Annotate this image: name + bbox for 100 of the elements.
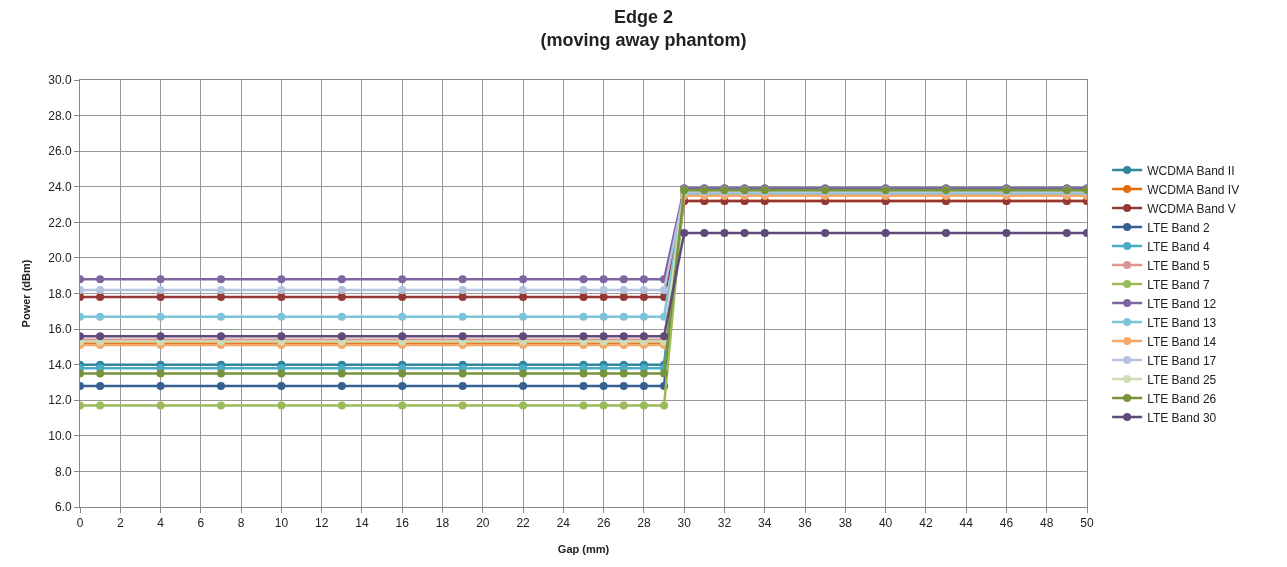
legend-label: LTE Band 7 (1147, 277, 1210, 292)
y-tick-label: 10.0 (48, 429, 72, 444)
point (216, 401, 225, 410)
x-tick-label: 20 (476, 516, 490, 531)
point (216, 382, 225, 391)
x-tick-label: 24 (556, 516, 571, 531)
point (639, 382, 648, 391)
point (579, 275, 588, 284)
legend-label: LTE Band 17 (1147, 353, 1217, 368)
y-tick-label: 28.0 (48, 108, 72, 123)
x-tick-label: 48 (1040, 516, 1054, 531)
point (519, 369, 528, 378)
point (599, 382, 608, 391)
x-tick-label: 26 (596, 516, 611, 531)
legend-label: LTE Band 30 (1147, 410, 1217, 425)
point (337, 293, 346, 302)
point (519, 312, 528, 321)
legend-label: LTE Band 12 (1147, 296, 1217, 311)
point (1002, 229, 1011, 238)
point (881, 229, 890, 238)
point (398, 275, 407, 284)
point (942, 229, 951, 238)
point (337, 285, 346, 294)
point (619, 382, 628, 391)
point (277, 285, 286, 294)
point (96, 293, 105, 302)
point (216, 369, 225, 378)
point (579, 285, 588, 294)
point (458, 285, 467, 294)
x-tick-label: 14 (355, 516, 369, 531)
point (619, 312, 628, 321)
y-tick-label: 22.0 (48, 215, 72, 230)
point (619, 293, 628, 302)
point (579, 401, 588, 410)
point (337, 382, 346, 391)
point (619, 369, 628, 378)
point (599, 275, 608, 284)
point (639, 275, 648, 284)
point (519, 285, 528, 294)
legend-label: LTE Band 2 (1147, 220, 1210, 235)
point (156, 285, 165, 294)
x-tick-label: 0 (76, 516, 84, 531)
point (156, 369, 165, 378)
x-tick-label: 28 (637, 516, 651, 531)
point (619, 275, 628, 284)
point (639, 401, 648, 410)
point (579, 382, 588, 391)
x-tick-label: 12 (315, 516, 329, 531)
y-tick-label: 12.0 (48, 393, 72, 408)
point (156, 275, 165, 284)
x-tick-label: 22 (516, 516, 531, 531)
x-tick-label: 34 (758, 516, 772, 531)
point (619, 285, 628, 294)
y-tick-label: 18.0 (48, 286, 72, 301)
point (519, 382, 528, 391)
chart-subtitle: (moving away phantom) (540, 30, 747, 51)
x-tick-label: 10 (274, 516, 289, 531)
point (216, 312, 225, 321)
point (720, 229, 729, 238)
point (660, 401, 669, 410)
point (458, 401, 467, 410)
point (277, 275, 286, 284)
y-tick-label: 6.0 (54, 500, 72, 515)
point (519, 275, 528, 284)
point (519, 401, 528, 410)
legend-label: LTE Band 14 (1147, 334, 1217, 349)
point (458, 293, 467, 302)
point (277, 312, 286, 321)
point (277, 401, 286, 410)
legend-label: LTE Band 4 (1147, 239, 1210, 254)
point (96, 382, 105, 391)
point (96, 275, 105, 284)
legend-label: LTE Band 25 (1147, 372, 1217, 387)
x-tick-label: 6 (197, 516, 205, 531)
point (458, 275, 467, 284)
point (639, 312, 648, 321)
point (1062, 229, 1071, 238)
point (277, 293, 286, 302)
point (458, 369, 467, 378)
point (639, 369, 648, 378)
point (277, 382, 286, 391)
point (599, 401, 608, 410)
point (398, 382, 407, 391)
point (96, 401, 105, 410)
point (337, 312, 346, 321)
point (579, 293, 588, 302)
x-tick-label: 30 (677, 516, 692, 531)
legend-label: WCDMA Band IV (1147, 182, 1240, 197)
point (619, 401, 628, 410)
point (458, 312, 467, 321)
y-tick-label: 14.0 (48, 357, 72, 372)
point (216, 293, 225, 302)
point (96, 312, 105, 321)
x-tick-label: 8 (237, 516, 245, 531)
y-axis-title: Power (dBm) (19, 259, 32, 328)
x-tick-label: 38 (838, 516, 853, 531)
y-tick-label: 8.0 (54, 464, 72, 479)
x-tick-label: 32 (717, 516, 732, 531)
point (216, 285, 225, 294)
point (398, 312, 407, 321)
